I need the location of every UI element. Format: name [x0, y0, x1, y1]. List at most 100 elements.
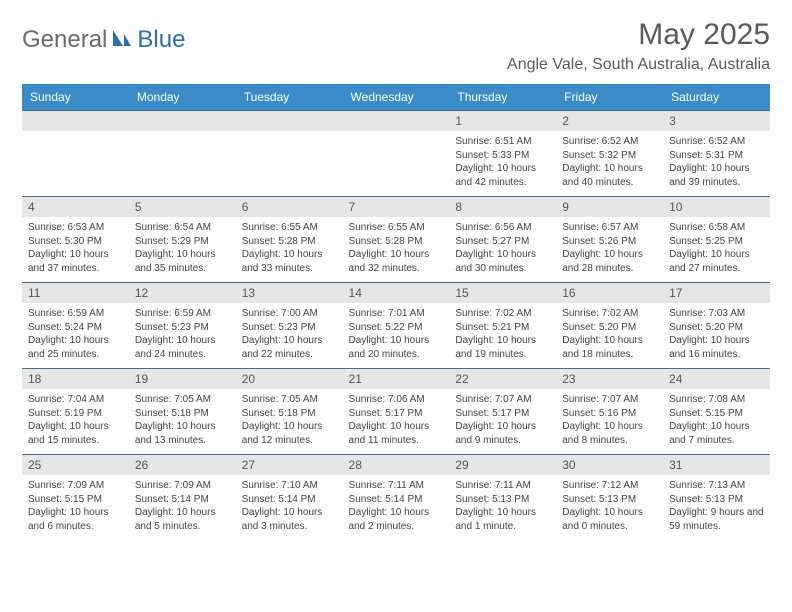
sunrise-text: Sunrise: 7:05 AM: [135, 393, 230, 407]
day-body: Sunrise: 6:52 AMSunset: 5:32 PMDaylight:…: [556, 131, 663, 191]
daylight-text: Daylight: 10 hours and 16 minutes.: [669, 334, 764, 361]
calendar-cell: [129, 111, 236, 197]
day-number: 31: [663, 455, 770, 475]
daylight-text: Daylight: 10 hours and 37 minutes.: [28, 248, 123, 275]
sunrise-text: Sunrise: 7:08 AM: [669, 393, 764, 407]
day-body: Sunrise: 6:54 AMSunset: 5:29 PMDaylight:…: [129, 217, 236, 277]
sunset-text: Sunset: 5:17 PM: [455, 407, 550, 421]
sunrise-text: Sunrise: 6:58 AM: [669, 221, 764, 235]
day-number: 28: [343, 455, 450, 475]
day-body: Sunrise: 6:57 AMSunset: 5:26 PMDaylight:…: [556, 217, 663, 277]
sunset-text: Sunset: 5:15 PM: [669, 407, 764, 421]
day-body: Sunrise: 7:12 AMSunset: 5:13 PMDaylight:…: [556, 475, 663, 535]
calendar-cell: 5Sunrise: 6:54 AMSunset: 5:29 PMDaylight…: [129, 197, 236, 283]
sunrise-text: Sunrise: 7:01 AM: [349, 307, 444, 321]
calendar-cell: 6Sunrise: 6:55 AMSunset: 5:28 PMDaylight…: [236, 197, 343, 283]
daylight-text: Daylight: 10 hours and 24 minutes.: [135, 334, 230, 361]
calendar-cell: 26Sunrise: 7:09 AMSunset: 5:14 PMDayligh…: [129, 455, 236, 541]
sunset-text: Sunset: 5:23 PM: [135, 321, 230, 335]
day-body: Sunrise: 7:07 AMSunset: 5:17 PMDaylight:…: [449, 389, 556, 449]
dayname-mon: Monday: [129, 84, 236, 111]
calendar-cell: 17Sunrise: 7:03 AMSunset: 5:20 PMDayligh…: [663, 283, 770, 369]
calendar-cell: 23Sunrise: 7:07 AMSunset: 5:16 PMDayligh…: [556, 369, 663, 455]
calendar-cell: 1Sunrise: 6:51 AMSunset: 5:33 PMDaylight…: [449, 111, 556, 197]
calendar-cell: 21Sunrise: 7:06 AMSunset: 5:17 PMDayligh…: [343, 369, 450, 455]
sunset-text: Sunset: 5:27 PM: [455, 235, 550, 249]
calendar-row: 18Sunrise: 7:04 AMSunset: 5:19 PMDayligh…: [22, 369, 770, 455]
calendar-cell: 8Sunrise: 6:56 AMSunset: 5:27 PMDaylight…: [449, 197, 556, 283]
calendar-cell: 22Sunrise: 7:07 AMSunset: 5:17 PMDayligh…: [449, 369, 556, 455]
day-body: Sunrise: 6:58 AMSunset: 5:25 PMDaylight:…: [663, 217, 770, 277]
day-body: Sunrise: 7:05 AMSunset: 5:18 PMDaylight:…: [129, 389, 236, 449]
day-number: 29: [449, 455, 556, 475]
calendar-cell: [236, 111, 343, 197]
day-body: Sunrise: 7:10 AMSunset: 5:14 PMDaylight:…: [236, 475, 343, 535]
day-number: [22, 111, 129, 131]
sunset-text: Sunset: 5:20 PM: [562, 321, 657, 335]
page-subtitle: Angle Vale, South Australia, Australia: [507, 56, 770, 74]
sunrise-text: Sunrise: 6:55 AM: [349, 221, 444, 235]
day-body: Sunrise: 6:56 AMSunset: 5:27 PMDaylight:…: [449, 217, 556, 277]
daylight-text: Daylight: 10 hours and 5 minutes.: [135, 506, 230, 533]
sunset-text: Sunset: 5:19 PM: [28, 407, 123, 421]
sunrise-text: Sunrise: 6:53 AM: [28, 221, 123, 235]
day-body: Sunrise: 6:51 AMSunset: 5:33 PMDaylight:…: [449, 131, 556, 191]
calendar-cell: 12Sunrise: 6:59 AMSunset: 5:23 PMDayligh…: [129, 283, 236, 369]
day-body: [236, 131, 343, 191]
sunrise-text: Sunrise: 7:07 AM: [455, 393, 550, 407]
sunrise-text: Sunrise: 6:59 AM: [135, 307, 230, 321]
sunset-text: Sunset: 5:18 PM: [242, 407, 337, 421]
sunrise-text: Sunrise: 7:03 AM: [669, 307, 764, 321]
sunset-text: Sunset: 5:26 PM: [562, 235, 657, 249]
sunset-text: Sunset: 5:28 PM: [242, 235, 337, 249]
sunrise-text: Sunrise: 6:55 AM: [242, 221, 337, 235]
day-body: Sunrise: 7:13 AMSunset: 5:13 PMDaylight:…: [663, 475, 770, 535]
day-number: 25: [22, 455, 129, 475]
day-body: Sunrise: 6:59 AMSunset: 5:24 PMDaylight:…: [22, 303, 129, 363]
day-body: Sunrise: 7:07 AMSunset: 5:16 PMDaylight:…: [556, 389, 663, 449]
sunrise-text: Sunrise: 7:07 AM: [562, 393, 657, 407]
calendar-cell: 18Sunrise: 7:04 AMSunset: 5:19 PMDayligh…: [22, 369, 129, 455]
calendar-cell: 2Sunrise: 6:52 AMSunset: 5:32 PMDaylight…: [556, 111, 663, 197]
calendar-cell: [343, 111, 450, 197]
sunrise-text: Sunrise: 7:11 AM: [455, 479, 550, 493]
calendar-cell: 7Sunrise: 6:55 AMSunset: 5:28 PMDaylight…: [343, 197, 450, 283]
calendar-cell: 13Sunrise: 7:00 AMSunset: 5:23 PMDayligh…: [236, 283, 343, 369]
day-body: Sunrise: 7:00 AMSunset: 5:23 PMDaylight:…: [236, 303, 343, 363]
sunrise-text: Sunrise: 6:54 AM: [135, 221, 230, 235]
daylight-text: Daylight: 10 hours and 15 minutes.: [28, 420, 123, 447]
day-body: Sunrise: 7:03 AMSunset: 5:20 PMDaylight:…: [663, 303, 770, 363]
calendar-row: 25Sunrise: 7:09 AMSunset: 5:15 PMDayligh…: [22, 455, 770, 541]
sunrise-text: Sunrise: 7:10 AM: [242, 479, 337, 493]
calendar-cell: 14Sunrise: 7:01 AMSunset: 5:22 PMDayligh…: [343, 283, 450, 369]
logo: General Blue: [22, 18, 185, 54]
sunset-text: Sunset: 5:30 PM: [28, 235, 123, 249]
sunrise-text: Sunrise: 6:51 AM: [455, 135, 550, 149]
sunset-text: Sunset: 5:14 PM: [349, 493, 444, 507]
dayname-thu: Thursday: [449, 84, 556, 111]
day-body: Sunrise: 6:55 AMSunset: 5:28 PMDaylight:…: [343, 217, 450, 277]
sunset-text: Sunset: 5:22 PM: [349, 321, 444, 335]
sunset-text: Sunset: 5:16 PM: [562, 407, 657, 421]
calendar-cell: 9Sunrise: 6:57 AMSunset: 5:26 PMDaylight…: [556, 197, 663, 283]
day-body: [22, 131, 129, 191]
sunset-text: Sunset: 5:29 PM: [135, 235, 230, 249]
calendar-cell: 24Sunrise: 7:08 AMSunset: 5:15 PMDayligh…: [663, 369, 770, 455]
day-number: 8: [449, 197, 556, 217]
daylight-text: Daylight: 10 hours and 30 minutes.: [455, 248, 550, 275]
day-number: 20: [236, 369, 343, 389]
daylight-text: Daylight: 10 hours and 0 minutes.: [562, 506, 657, 533]
sunrise-text: Sunrise: 7:11 AM: [349, 479, 444, 493]
calendar-row: 1Sunrise: 6:51 AMSunset: 5:33 PMDaylight…: [22, 111, 770, 197]
day-number: 7: [343, 197, 450, 217]
day-number: 24: [663, 369, 770, 389]
day-number: 30: [556, 455, 663, 475]
calendar-cell: 27Sunrise: 7:10 AMSunset: 5:14 PMDayligh…: [236, 455, 343, 541]
sail-icon: [111, 28, 133, 53]
daylight-text: Daylight: 10 hours and 39 minutes.: [669, 162, 764, 189]
calendar-row: 4Sunrise: 6:53 AMSunset: 5:30 PMDaylight…: [22, 197, 770, 283]
daylight-text: Daylight: 10 hours and 22 minutes.: [242, 334, 337, 361]
calendar-cell: 4Sunrise: 6:53 AMSunset: 5:30 PMDaylight…: [22, 197, 129, 283]
day-number: 14: [343, 283, 450, 303]
sunset-text: Sunset: 5:24 PM: [28, 321, 123, 335]
